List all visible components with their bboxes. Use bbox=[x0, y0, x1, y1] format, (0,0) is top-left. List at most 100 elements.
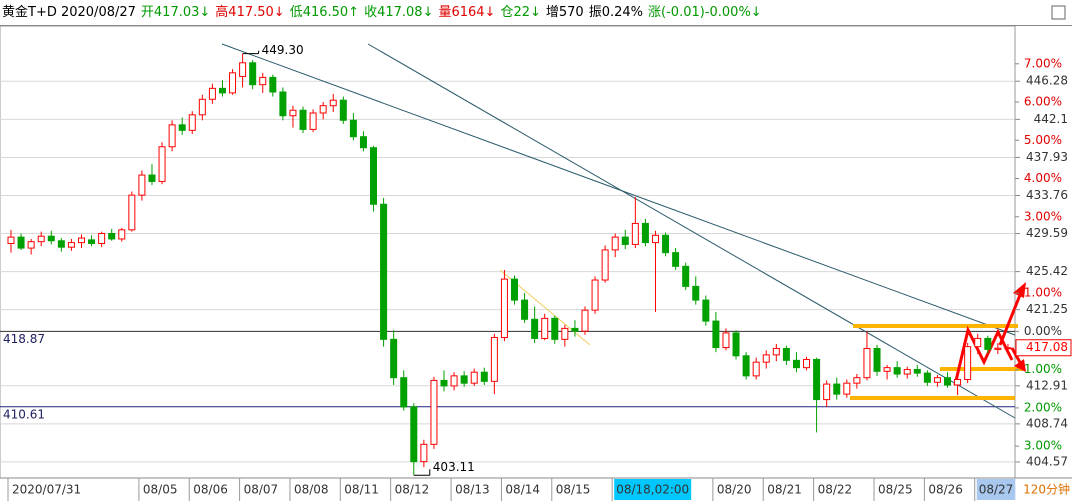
x-tick-label: 08/13 bbox=[455, 483, 490, 497]
settings-icon[interactable] bbox=[1051, 5, 1066, 20]
y-tick-label: 442.1 bbox=[1034, 112, 1068, 126]
symbol: 黄金T+D 2020/08/27 bbox=[2, 5, 136, 20]
candle-body bbox=[148, 174, 156, 182]
candle-body bbox=[551, 317, 559, 340]
candle-body bbox=[611, 236, 619, 251]
header-item: 增570 bbox=[545, 5, 584, 20]
candle-body bbox=[853, 377, 861, 384]
candle-body bbox=[833, 383, 841, 395]
candle-body bbox=[702, 299, 710, 322]
candle-body bbox=[974, 337, 982, 348]
candle-body bbox=[299, 109, 307, 130]
candle-body bbox=[289, 109, 297, 117]
candle-body bbox=[752, 361, 760, 377]
candle-body bbox=[1004, 347, 1012, 350]
x-tick-label: 2020/07/31 bbox=[12, 483, 81, 497]
pct-tick-label: 3.00% bbox=[1024, 439, 1062, 453]
candle-body bbox=[279, 91, 287, 117]
pct-tick-label: 4.00% bbox=[1024, 171, 1062, 185]
y-tick-label: 408.74 bbox=[1026, 416, 1068, 430]
y-tick-label: 412.91 bbox=[1026, 378, 1068, 392]
candle-body bbox=[682, 265, 690, 287]
candle-body bbox=[873, 347, 881, 372]
arrow-path bbox=[998, 289, 1024, 346]
candle-body bbox=[480, 371, 488, 382]
candle-body bbox=[692, 285, 700, 301]
candle-body bbox=[460, 375, 468, 384]
candle-body bbox=[923, 372, 931, 383]
y-tick-label: 404.57 bbox=[1026, 454, 1068, 468]
last-price-bg bbox=[1015, 339, 1072, 357]
candle-body bbox=[591, 279, 599, 311]
pct-tick-label: 1.00% bbox=[1024, 362, 1062, 376]
x-tick-label: 08/12 bbox=[395, 483, 430, 497]
candle-body bbox=[732, 332, 740, 357]
candle-body bbox=[994, 347, 1002, 350]
candle-body bbox=[118, 229, 126, 240]
candle-body bbox=[249, 62, 257, 86]
period-label: 120分钟 bbox=[1023, 482, 1070, 497]
candle-body bbox=[621, 236, 629, 245]
x-tick-label: 08/27 bbox=[979, 483, 1014, 497]
candle-body bbox=[964, 346, 972, 381]
pct-tick-label: 1.00% bbox=[1024, 286, 1062, 300]
arrow-head bbox=[1014, 359, 1026, 372]
candle-body bbox=[511, 278, 518, 301]
x-tick-label: 08/20 bbox=[717, 483, 752, 497]
x-tick-label: 08/26 bbox=[928, 483, 963, 497]
pct-tick-label: 5.00% bbox=[1024, 133, 1062, 147]
candle-body bbox=[420, 443, 428, 463]
candle-body bbox=[641, 222, 649, 244]
candle-body bbox=[631, 222, 639, 245]
header-item: 量6164↓ bbox=[438, 5, 496, 20]
candle-body bbox=[863, 347, 871, 379]
x-tick-label: 08/14 bbox=[505, 483, 540, 497]
candle-body bbox=[843, 382, 851, 395]
candle-body bbox=[782, 347, 790, 361]
candle-body bbox=[229, 72, 237, 94]
candle-body bbox=[712, 320, 720, 349]
header-item: 仓22↓ bbox=[500, 5, 541, 20]
candle-body bbox=[662, 234, 670, 254]
candle-body bbox=[309, 112, 317, 130]
header-item: 振0.24% bbox=[588, 5, 644, 20]
current-label-bg bbox=[976, 479, 1016, 500]
x-tick-label: 08/05 bbox=[143, 483, 178, 497]
candle-body bbox=[259, 76, 267, 86]
candle-body bbox=[722, 332, 730, 349]
candle-body bbox=[601, 249, 609, 281]
candle-body bbox=[168, 124, 176, 148]
candle-body bbox=[208, 87, 216, 100]
x-tick-label: 08/06 bbox=[193, 483, 228, 497]
candle-body bbox=[823, 383, 831, 401]
candle-body bbox=[571, 327, 579, 332]
x-tick-label: 08/11 bbox=[344, 483, 379, 497]
candle-body bbox=[561, 327, 569, 340]
candle-body bbox=[893, 367, 901, 375]
last-price-label: 417.08 bbox=[1026, 340, 1068, 354]
pct-tick-label: 7.00% bbox=[1024, 56, 1062, 70]
candle-body bbox=[138, 174, 146, 196]
candle-body bbox=[944, 377, 952, 386]
candle-body bbox=[581, 309, 589, 332]
candle-body bbox=[410, 406, 418, 463]
candle-body bbox=[521, 299, 529, 320]
trend-line bbox=[221, 43, 1016, 336]
candle-body bbox=[37, 235, 45, 243]
price-line-label: 410.61 bbox=[3, 407, 45, 421]
candle-body bbox=[47, 235, 55, 242]
candle-body bbox=[128, 194, 136, 231]
y-tick-label: 446.28 bbox=[1026, 74, 1068, 88]
candle-body bbox=[77, 237, 85, 244]
candle-body bbox=[984, 337, 992, 350]
candle-body bbox=[672, 252, 680, 267]
price-line-label: 418.87 bbox=[3, 332, 45, 346]
candle-body bbox=[67, 242, 75, 248]
arrow-head bbox=[1013, 282, 1026, 298]
pct-tick-label: 6.00% bbox=[1024, 95, 1062, 109]
candle-body bbox=[339, 99, 347, 121]
candle-body bbox=[390, 338, 398, 379]
pct-tick-label: 2.00% bbox=[1024, 400, 1062, 414]
candle-body bbox=[792, 359, 800, 369]
